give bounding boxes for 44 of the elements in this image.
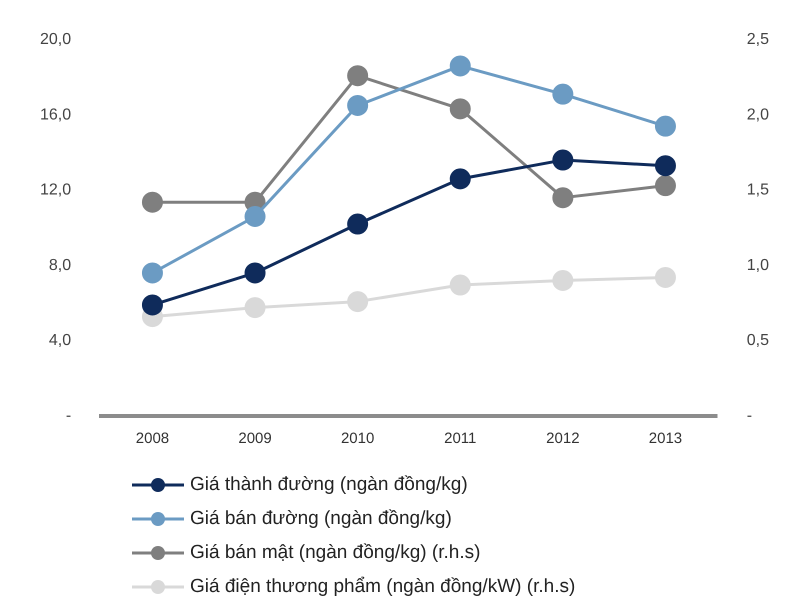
y2-tick-label: - — [746, 407, 752, 424]
y2-tick-label: 1,0 — [746, 256, 770, 274]
y2-tick-label: 1,5 — [746, 182, 770, 199]
y2-tick-label: 0,5 — [746, 332, 770, 350]
x-tick-label: 2008 — [136, 430, 170, 448]
point — [142, 262, 163, 284]
point — [552, 270, 574, 291]
point — [142, 192, 163, 213]
point — [654, 155, 676, 176]
point — [142, 294, 163, 316]
legend-label: Giá bán mật (ngàn đồng/kg) (r.h.s) — [190, 542, 480, 564]
y-tick-label: 16,0 — [40, 106, 72, 124]
point — [450, 55, 471, 76]
y-tick-label: 20,0 — [40, 31, 72, 48]
point — [244, 262, 266, 284]
point — [552, 84, 574, 105]
y-tick-label: 8,0 — [48, 256, 72, 274]
point — [552, 150, 574, 171]
point — [654, 175, 676, 196]
legend-label: Giá điện thương phẩm (ngàn đồng/kW) (r.h.s) — [190, 576, 576, 598]
point — [654, 266, 676, 288]
y-tick-label: 12,0 — [40, 182, 72, 199]
y-tick-label: - — [66, 407, 72, 424]
point — [552, 187, 574, 208]
point — [347, 291, 368, 312]
y-tick-label: 4,0 — [48, 332, 72, 350]
point — [450, 168, 471, 190]
x-tick-label: 2010 — [340, 430, 374, 448]
point — [244, 206, 266, 228]
point — [347, 65, 368, 86]
point — [244, 297, 266, 318]
point — [654, 116, 676, 137]
legend-label: Giá bán đường (ngàn đồng/kg) — [190, 508, 452, 530]
point — [450, 274, 471, 296]
x-tick-label: 2009 — [238, 430, 272, 448]
point — [450, 98, 471, 120]
x-tick-label: 2011 — [444, 430, 476, 448]
y2-tick-label: 2,5 — [746, 31, 770, 48]
point — [347, 214, 368, 235]
x-tick-label: 2013 — [648, 430, 682, 448]
y2-tick-label: 2,0 — [746, 106, 770, 124]
x-tick-label: 2012 — [546, 430, 580, 448]
point — [347, 94, 368, 116]
legend-label: Giá thành đường (ngàn đồng/kg) — [190, 474, 468, 496]
